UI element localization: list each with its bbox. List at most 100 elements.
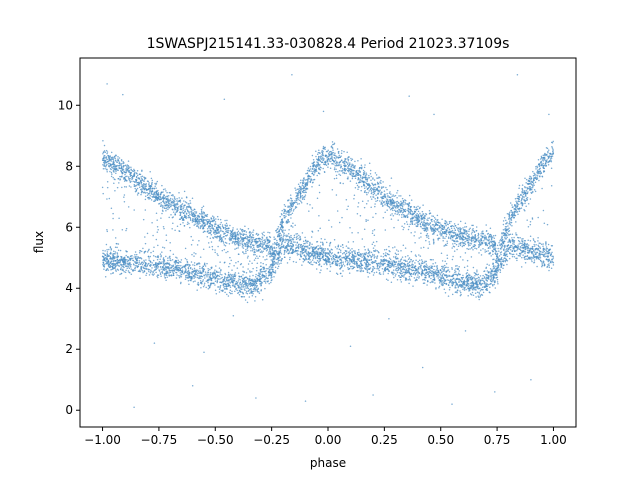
data-point (192, 212, 195, 214)
data-point (477, 232, 480, 235)
data-point (229, 273, 232, 276)
data-point (461, 241, 464, 243)
data-point (359, 170, 362, 173)
data-point (519, 207, 521, 210)
data-point (155, 194, 157, 196)
data-point (147, 263, 149, 265)
data-point (271, 245, 273, 247)
data-point (464, 243, 467, 246)
data-point (292, 210, 295, 212)
data-point (473, 243, 476, 246)
data-point (518, 184, 521, 187)
data-point (525, 181, 527, 184)
data-point (484, 251, 486, 253)
data-point (481, 242, 483, 245)
data-point (109, 156, 111, 159)
data-point (165, 201, 167, 204)
data-point (340, 262, 342, 265)
data-point (294, 200, 296, 202)
data-point (513, 208, 515, 210)
data-point (238, 232, 241, 234)
data-point (392, 204, 394, 207)
data-point (185, 202, 188, 204)
data-point (368, 177, 371, 179)
data-point (398, 195, 400, 197)
data-point (445, 233, 448, 236)
data-point (116, 161, 118, 164)
data-point (273, 241, 276, 244)
data-point (491, 237, 493, 239)
data-point (271, 262, 274, 264)
data-point (376, 188, 378, 190)
data-point (474, 237, 476, 239)
data-point (466, 232, 468, 235)
data-point (418, 207, 421, 210)
data-point (164, 196, 167, 198)
data-point (408, 225, 410, 228)
data-point (290, 204, 292, 207)
data-point (309, 168, 312, 170)
data-point (230, 239, 233, 241)
data-point (166, 195, 169, 198)
data-point (105, 161, 107, 164)
data-point (233, 242, 236, 245)
data-point (518, 195, 520, 198)
data-point (215, 265, 217, 267)
data-point (480, 242, 482, 244)
data-point (197, 223, 200, 225)
data-point (257, 234, 259, 236)
data-point (541, 157, 543, 159)
data-point (220, 229, 222, 231)
data-point (388, 196, 391, 198)
data-point (240, 233, 243, 236)
data-point (485, 282, 487, 284)
data-point (238, 283, 241, 285)
data-point (252, 238, 254, 241)
data-point (532, 253, 534, 255)
data-point (529, 239, 532, 242)
data-point (290, 217, 292, 219)
data-point (316, 158, 318, 160)
data-point (521, 187, 523, 190)
data-point (312, 178, 315, 181)
data-point (229, 234, 232, 237)
data-point (403, 222, 406, 225)
data-point (477, 295, 479, 297)
data-point (523, 196, 525, 198)
data-point (532, 170, 534, 173)
data-point (499, 244, 501, 247)
data-point (528, 180, 530, 182)
data-point (134, 187, 136, 190)
data-point (112, 158, 115, 161)
data-point (533, 174, 535, 177)
data-point (191, 221, 194, 223)
data-point (322, 145, 325, 148)
data-point (460, 228, 463, 230)
data-point (311, 167, 314, 170)
data-point (189, 219, 192, 221)
data-point (418, 215, 420, 218)
data-point (329, 265, 332, 268)
data-point (193, 277, 195, 279)
data-point (369, 169, 372, 172)
data-point (450, 230, 453, 233)
data-point (448, 271, 451, 273)
data-point (222, 227, 225, 230)
data-points (101, 74, 555, 408)
data-point (127, 160, 130, 162)
data-point (302, 249, 305, 251)
data-point (148, 187, 150, 190)
data-point (318, 251, 320, 253)
data-point (251, 236, 254, 238)
data-point (175, 208, 177, 210)
data-point (418, 217, 421, 219)
data-point (329, 270, 331, 272)
data-point (393, 272, 395, 274)
data-point (529, 175, 531, 177)
data-point (196, 224, 198, 226)
data-point (242, 274, 244, 276)
data-point (307, 181, 309, 183)
data-point (405, 203, 407, 205)
data-point (159, 198, 162, 200)
data-point (291, 212, 294, 215)
